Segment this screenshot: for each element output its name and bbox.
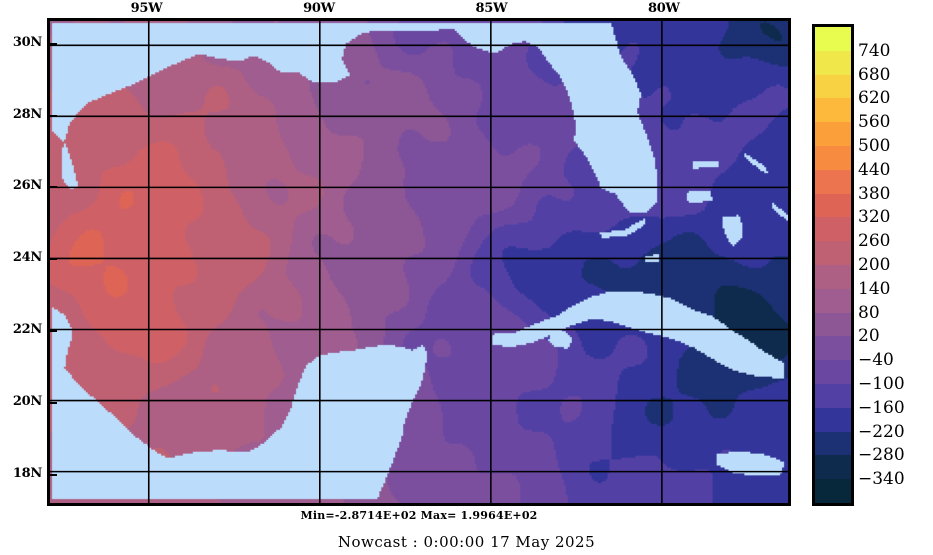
- colorbar-tick-label: −40: [858, 350, 894, 371]
- latitude-tick-mark: [50, 474, 57, 477]
- colorbar-tick-label: 140: [858, 278, 891, 299]
- colorbar-tick-label: 500: [858, 136, 891, 156]
- colorbar-tick-labels: 740 680 620 560 500 440 380 320 260 200 140 80 20 −40…: [858, 24, 933, 506]
- colorbar-band: [815, 288, 851, 313]
- colorbar-band: [815, 336, 851, 361]
- contour-field-canvas: [50, 21, 788, 503]
- longitude-tick-label: 90W: [303, 1, 335, 16]
- colorbar-tick-label: 20: [858, 326, 880, 347]
- colorbar-band: [815, 312, 851, 337]
- latitude-tick-label: 28N: [12, 106, 42, 122]
- longitude-tick-label: 85W: [475, 1, 508, 16]
- colorbar-band: [815, 193, 851, 218]
- colorbar-tick-label: 320: [858, 207, 891, 228]
- colorbar-band: [815, 169, 851, 194]
- colorbar-band: [815, 431, 851, 456]
- latitude-tick-mark: [50, 402, 57, 405]
- latitude-tick-label: 20N: [12, 394, 42, 410]
- longitude-tick-label: 95W: [130, 1, 163, 16]
- colorbar-tick-label: 620: [858, 88, 891, 109]
- longitude-tick-label: 80W: [647, 1, 680, 16]
- colorbar-tick-label: −160: [858, 397, 905, 418]
- nowcast-caption: Nowcast : 0:00:00 17 May 2025: [337, 533, 596, 551]
- colorbar-band: [815, 27, 851, 51]
- latitude-tick-label: 22N: [12, 322, 42, 338]
- colorbar-band: [815, 241, 851, 265]
- colorbar-tick-label: −100: [858, 374, 905, 394]
- colorbar-band: [815, 50, 851, 75]
- latitude-tick-mark: [50, 114, 57, 117]
- latitude-tick-label: 26N: [12, 178, 42, 194]
- colorbar-band: [815, 455, 851, 480]
- colorbar-tick-label: −340: [858, 469, 905, 490]
- colorbar-bands: [812, 24, 854, 506]
- colorbar-band: [815, 264, 851, 289]
- map-plot-area[interactable]: [47, 18, 791, 506]
- colorbar-tick-label: 440: [858, 159, 891, 180]
- colorbar-band: [815, 122, 851, 146]
- latitude-tick-mark: [50, 258, 57, 261]
- latitude-tick-mark: [50, 330, 57, 333]
- latitude-tick-label: 30N: [12, 34, 42, 50]
- colorbar-band: [815, 360, 851, 384]
- colorbar-band: [815, 145, 851, 170]
- colorbar: [812, 24, 854, 506]
- colorbar-tick-label: 740: [858, 40, 891, 61]
- colorbar-tick-label: 380: [858, 183, 891, 204]
- colorbar-band: [815, 383, 851, 408]
- latitude-tick-label: 24N: [12, 250, 42, 266]
- latitude-tick-label: 18N: [12, 466, 42, 482]
- colorbar-band: [815, 479, 851, 503]
- colorbar-band: [815, 407, 851, 432]
- latitude-tick-mark: [50, 186, 57, 189]
- colorbar-tick-label: 80: [858, 302, 880, 323]
- colorbar-band: [815, 74, 851, 99]
- minmax-caption: Min=-2.8714E+02 Max= 1.9964E+02: [300, 509, 538, 522]
- colorbar-tick-label: 260: [858, 231, 891, 252]
- colorbar-tick-label: 680: [858, 64, 891, 85]
- colorbar-tick-label: 560: [858, 112, 891, 133]
- colorbar-band: [815, 217, 851, 242]
- colorbar-tick-label: −220: [858, 421, 905, 442]
- colorbar-tick-label: −280: [858, 445, 905, 466]
- latitude-tick-mark: [50, 42, 57, 45]
- colorbar-band: [815, 98, 851, 123]
- colorbar-tick-label: 200: [858, 255, 891, 275]
